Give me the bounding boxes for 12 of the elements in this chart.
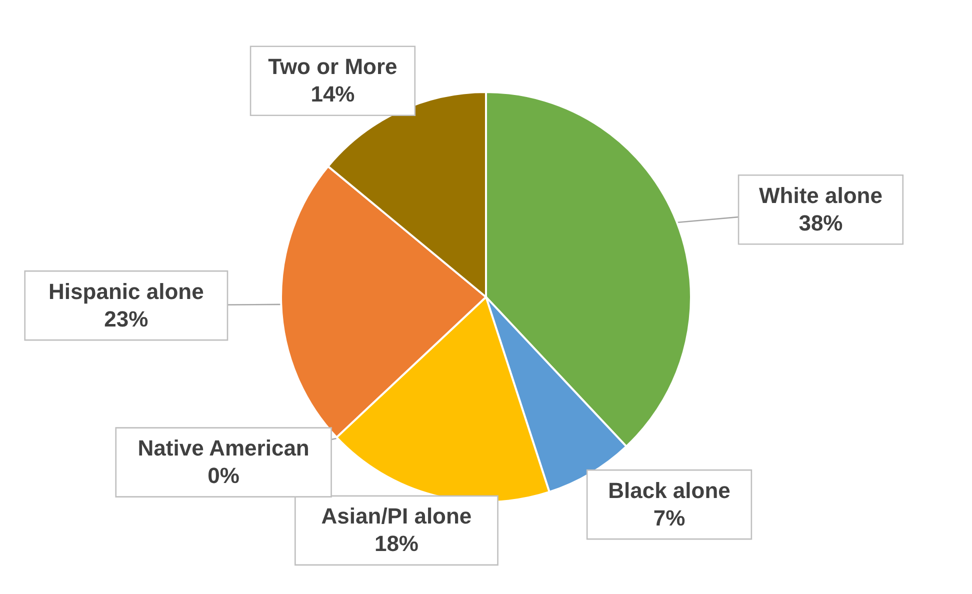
data-label: 14% [310, 82, 355, 107]
data-label: 18% [374, 531, 418, 556]
slice-label: Black alone [608, 478, 730, 503]
slice-label: Two or More [268, 54, 398, 80]
data-label: 23% [104, 306, 148, 332]
data-label: 38% [798, 210, 843, 236]
slice-label: White alone [758, 182, 882, 208]
slice-label: Hispanic alone [48, 278, 204, 304]
category-label: Native American [138, 436, 310, 461]
data-label: 7% [653, 505, 686, 530]
slice-label: Asian/PI alone [321, 504, 472, 529]
text: 0% [208, 463, 240, 488]
